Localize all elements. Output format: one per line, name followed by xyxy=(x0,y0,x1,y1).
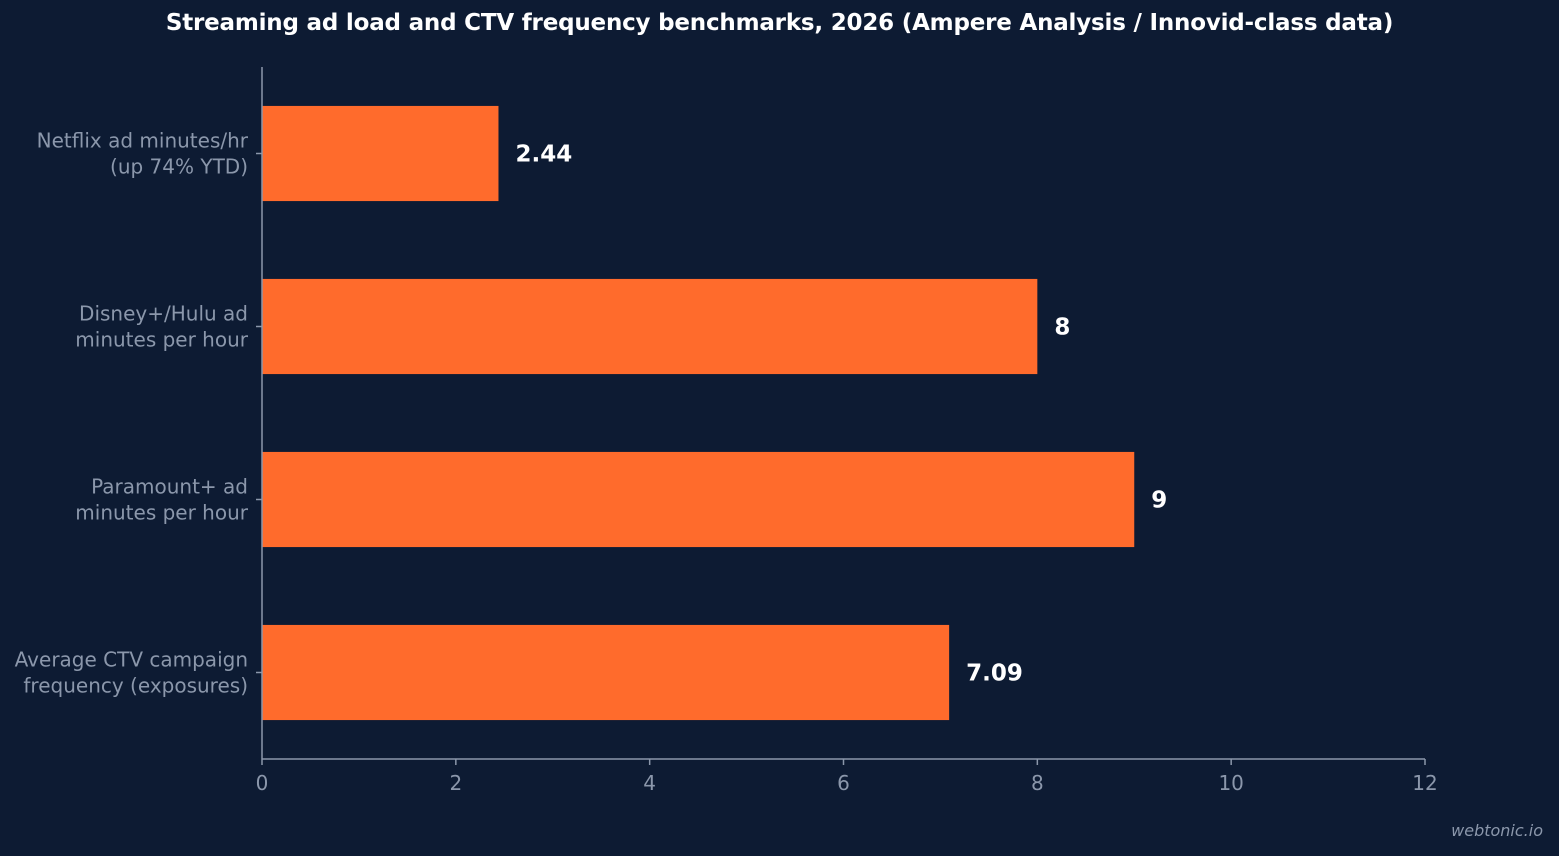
category-label-3-0: Average CTV campaign xyxy=(15,648,248,672)
category-label-0-0: Netflix ad minutes/hr xyxy=(37,129,249,153)
x-tick-label-6: 12 xyxy=(1412,771,1437,795)
x-tick-label-3: 6 xyxy=(837,771,850,795)
x-tick-label-0: 0 xyxy=(256,771,269,795)
bar-2 xyxy=(262,451,1135,548)
x-tick-label-1: 2 xyxy=(449,771,462,795)
x-tick-label-2: 4 xyxy=(643,771,656,795)
bar-3 xyxy=(262,624,950,721)
value-label-3: 7.09 xyxy=(966,661,1023,687)
value-label-1: 8 xyxy=(1054,315,1070,341)
category-label-2-0: Paramount+ ad xyxy=(91,475,248,499)
category-label-1-0: Disney+/Hulu ad xyxy=(79,302,248,326)
watermark: webtonic.io xyxy=(1451,821,1543,840)
bar-0 xyxy=(262,105,499,202)
category-label-2-1: minutes per hour xyxy=(75,501,248,525)
bar-1 xyxy=(262,278,1038,375)
category-label-1-1: minutes per hour xyxy=(75,328,248,352)
x-tick-label-5: 10 xyxy=(1218,771,1243,795)
value-label-0: 2.44 xyxy=(515,142,572,168)
x-tick-label-4: 8 xyxy=(1031,771,1044,795)
value-label-2: 9 xyxy=(1151,488,1167,514)
category-label-0-1: (up 74% YTD) xyxy=(110,155,248,179)
chart-title: Streaming ad load and CTV frequency benc… xyxy=(165,10,1394,36)
category-label-3-1: frequency (exposures) xyxy=(23,674,248,698)
